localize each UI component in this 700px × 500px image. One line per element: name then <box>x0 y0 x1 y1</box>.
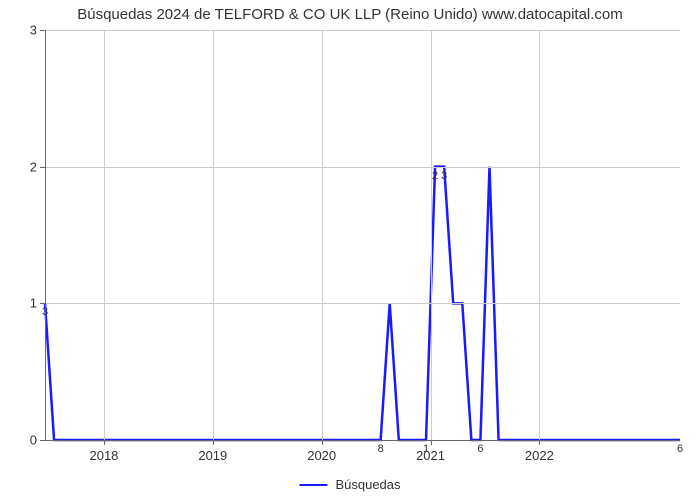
gridline-h <box>45 303 680 304</box>
line-chart: Búsquedas 2024 de TELFORD & CO UK LLP (R… <box>0 0 700 500</box>
legend-swatch <box>299 484 327 486</box>
gridline-h <box>45 167 680 168</box>
gridline-h <box>45 30 680 31</box>
point-label: 1 <box>423 443 429 455</box>
point-label: 6 <box>677 443 683 455</box>
point-label: 8 <box>378 443 384 455</box>
gridline-v <box>213 30 214 440</box>
point-label: 3 <box>441 170 447 182</box>
gridline-v <box>322 30 323 440</box>
point-label: 3 <box>42 306 48 318</box>
x-axis <box>45 440 680 441</box>
y-axis <box>45 30 46 440</box>
point-label: 2 <box>432 170 438 182</box>
gridline-v <box>431 30 432 440</box>
gridline-v <box>539 30 540 440</box>
point-label: 6 <box>477 443 483 455</box>
gridline-v <box>104 30 105 440</box>
legend-label: Búsquedas <box>335 477 400 492</box>
series-line <box>45 30 680 440</box>
chart-title: Búsquedas 2024 de TELFORD & CO UK LLP (R… <box>0 6 700 23</box>
plot-area: 0123201820192020202120223812366 <box>45 30 680 440</box>
legend: Búsquedas <box>299 477 400 492</box>
